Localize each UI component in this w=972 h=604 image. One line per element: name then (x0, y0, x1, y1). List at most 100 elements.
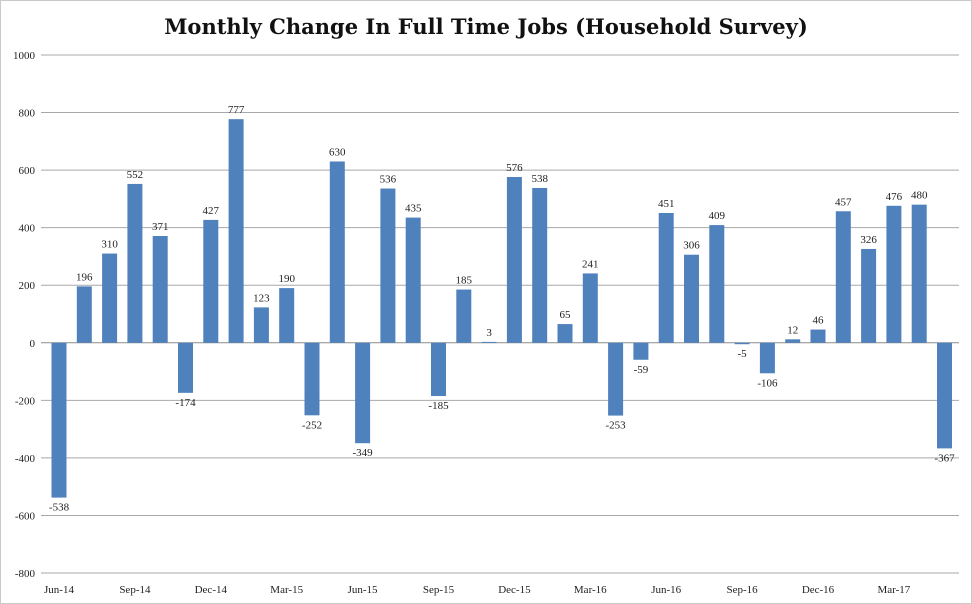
x-tick-label: Dec-15 (498, 584, 531, 596)
bar (582, 273, 598, 343)
bar (759, 342, 775, 374)
x-tick-label: Jun-16 (651, 584, 681, 596)
data-label: 241 (582, 258, 599, 270)
data-label: 3 (486, 327, 492, 339)
bar (810, 329, 826, 343)
bar (886, 205, 902, 343)
data-label: 777 (228, 104, 245, 116)
data-label: 123 (253, 292, 270, 304)
bar (911, 204, 927, 343)
bar (684, 254, 699, 343)
y-tick-label: -800 (15, 568, 36, 580)
bar (532, 187, 548, 343)
bar (279, 288, 295, 343)
bar (835, 211, 851, 343)
x-tick-label: Mar-17 (878, 584, 911, 596)
bar (127, 183, 143, 343)
data-label: 196 (76, 271, 93, 283)
data-label: 538 (531, 173, 548, 185)
y-tick-label: 1000 (13, 50, 36, 62)
bar (380, 188, 396, 343)
data-label: 306 (683, 240, 700, 252)
data-label: -367 (934, 452, 955, 464)
bars (51, 119, 952, 498)
bar (658, 212, 674, 343)
bar (431, 342, 446, 397)
y-tick-label: 200 (19, 280, 36, 292)
data-label: -174 (175, 397, 196, 409)
data-label: -59 (634, 364, 649, 376)
bar (405, 217, 421, 343)
bar (355, 342, 371, 444)
x-tick-label: Jun-14 (44, 584, 74, 596)
data-label: 190 (278, 273, 295, 285)
bar (304, 342, 320, 416)
data-label: -185 (428, 400, 449, 412)
data-label: 409 (709, 210, 726, 222)
x-tick-label: Sep-14 (119, 584, 151, 596)
data-label: 185 (456, 275, 473, 287)
bar (506, 177, 522, 343)
x-tick-label: Sep-15 (423, 584, 455, 596)
data-label: 476 (886, 191, 903, 203)
data-label: -252 (302, 419, 322, 431)
data-label: 310 (101, 239, 118, 251)
bar (633, 342, 649, 360)
y-axis-tick-labels: -800 -600 -400 -200 0 200 400 600 800 1000 (13, 50, 36, 580)
y-tick-label: -200 (15, 395, 36, 407)
bar (937, 342, 952, 449)
bar (228, 119, 244, 343)
bar (253, 307, 269, 343)
data-label: 12 (787, 324, 798, 336)
data-label: 435 (405, 203, 422, 215)
bar (76, 286, 92, 343)
data-label: -349 (353, 447, 374, 459)
x-tick-label: Mar-16 (574, 584, 607, 596)
bar (608, 342, 624, 416)
data-label: 326 (860, 234, 877, 246)
data-label: 630 (329, 146, 346, 158)
data-label: -5 (738, 348, 748, 360)
x-axis-tick-labels: Jun-14 Sep-14 Dec-14 Mar-15 Jun-15 Sep-15 Dec-… (44, 584, 911, 596)
bar (329, 161, 345, 343)
bar (709, 225, 725, 343)
data-label: 552 (127, 169, 144, 181)
y-tick-label: 400 (19, 223, 36, 235)
bar (481, 341, 497, 343)
y-tick-label: 600 (19, 165, 36, 177)
bar (102, 253, 118, 343)
data-label: 536 (380, 174, 397, 186)
data-label: 46 (813, 315, 825, 327)
x-tick-label: Mar-15 (270, 584, 303, 596)
chart-title: Monthly Change In Full Time Jobs (Househ… (164, 14, 808, 39)
data-label: -106 (757, 377, 778, 389)
data-label: -253 (606, 420, 627, 432)
x-tick-label: Dec-16 (802, 584, 835, 596)
x-tick-label: Sep-16 (727, 584, 759, 596)
bar (152, 236, 168, 343)
data-label: 576 (506, 162, 523, 174)
bar (203, 219, 219, 343)
data-label: -538 (49, 502, 70, 514)
bar (178, 342, 193, 393)
gridlines (41, 54, 959, 574)
data-labels: -538196310552371-174427777123190-252630-… (49, 104, 955, 513)
x-tick-label: Jun-15 (348, 584, 378, 596)
y-tick-label: -400 (15, 453, 36, 465)
bar (456, 289, 472, 343)
data-label: 65 (560, 309, 572, 321)
bar (557, 324, 573, 343)
data-label: 371 (152, 221, 169, 233)
data-label: 427 (203, 205, 220, 217)
y-tick-label: 800 (19, 108, 36, 120)
x-tick-label: Dec-14 (195, 584, 228, 596)
bar (785, 339, 801, 343)
bar (734, 342, 750, 345)
bar (51, 342, 67, 498)
y-tick-label: 0 (30, 338, 36, 350)
y-tick-label: -600 (15, 510, 36, 522)
data-label: 480 (911, 190, 928, 202)
data-label: 451 (658, 198, 675, 210)
